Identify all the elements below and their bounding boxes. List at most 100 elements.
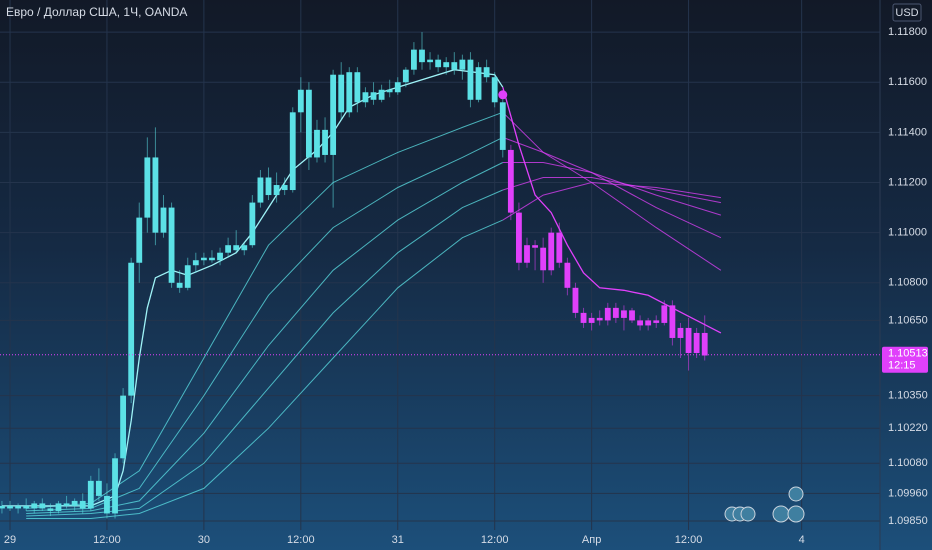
- candle-body: [653, 320, 660, 323]
- last-price-label: 1.10513: [888, 348, 928, 360]
- candle-body: [540, 247, 547, 271]
- candle-body: [314, 129, 320, 158]
- candle-body: [79, 500, 86, 509]
- candle-body: [200, 257, 207, 261]
- y-tick-label: 1.10350: [888, 390, 928, 402]
- candle-body: [677, 327, 684, 338]
- candle-body: [71, 500, 78, 506]
- y-tick-label: 1.10220: [888, 422, 928, 434]
- candle-body: [483, 67, 490, 78]
- candle-body: [104, 495, 110, 514]
- candle-body: [152, 157, 159, 233]
- candle-body: [233, 245, 240, 251]
- candle-body: [47, 508, 54, 511]
- currency-box[interactable]: [892, 3, 922, 22]
- candle-body: [394, 82, 401, 93]
- ribbon-line: [502, 162, 722, 216]
- ribbon-line: [26, 162, 504, 514]
- candle-body: [225, 245, 232, 253]
- y-tick-label: 1.09850: [888, 515, 928, 527]
- candle-body: [241, 245, 248, 251]
- candle-body: [459, 59, 466, 70]
- candle-body: [265, 177, 272, 196]
- candle-body: [629, 310, 635, 321]
- candle-body: [507, 149, 514, 213]
- candle-body: [23, 505, 30, 509]
- x-tick-label: Апр: [582, 534, 601, 546]
- icon[interactable]: [787, 505, 805, 523]
- candle-body: [160, 207, 167, 233]
- icon[interactable]: [772, 505, 790, 523]
- candle-body: [257, 177, 264, 203]
- candle-body: [693, 332, 700, 353]
- ribbon-line: [502, 177, 721, 204]
- candle-body: [209, 257, 215, 261]
- candle-body: [370, 92, 377, 100]
- candle-body: [31, 503, 38, 509]
- candle-body: [7, 505, 13, 509]
- y-tick-label: 1.11800: [888, 26, 927, 38]
- candle-body: [475, 67, 482, 100]
- candle-body: [289, 112, 296, 191]
- last-price-box: [882, 346, 928, 373]
- candle-body: [451, 62, 458, 70]
- ribbon-line: [502, 181, 721, 221]
- candle-body: [524, 245, 530, 263]
- ribbon-line: [26, 189, 503, 517]
- candle-body: [669, 305, 676, 338]
- candle-body: [192, 260, 199, 266]
- x-tick-label: 12:00: [481, 534, 509, 546]
- candle-body: [55, 503, 62, 511]
- x-tick-label: 12:00: [675, 534, 703, 546]
- moving-average: [1, 69, 504, 507]
- candle-body: [354, 72, 361, 103]
- icon[interactable]: [740, 506, 756, 522]
- candle-body: [661, 305, 668, 323]
- candle-body: [0, 505, 5, 509]
- text-layer: 1.11800 1.11600 1.11400 1.11200 1.11000 1.108…: [4, 26, 928, 546]
- candle-body: [346, 72, 353, 113]
- candle-body: [427, 59, 433, 63]
- candle-body: [443, 62, 450, 68]
- candle-body: [411, 49, 417, 70]
- candle-body: [621, 310, 627, 318]
- candle-body: [556, 232, 563, 263]
- x-tick-label: 30: [198, 534, 210, 546]
- candle-body: [120, 395, 127, 459]
- candle-body: [144, 157, 151, 218]
- ribbon-line: [26, 136, 504, 512]
- y-tick-label: 1.10650: [888, 314, 928, 326]
- y-tick-label: 1.11200: [888, 176, 927, 188]
- candle-body: [281, 185, 288, 191]
- candle-body: [588, 317, 595, 323]
- candle-body: [564, 262, 571, 288]
- candle-body: [95, 480, 102, 496]
- candle-body: [168, 207, 175, 283]
- candle-body: [87, 480, 94, 509]
- candle-body: [330, 74, 337, 155]
- candle-body: [516, 212, 522, 263]
- candle-body: [297, 89, 304, 113]
- candle-body: [596, 317, 603, 321]
- chart-title: Евро / Доллар США, 1Ч, OANDA: [6, 5, 187, 19]
- x-tick-label: 12:00: [287, 534, 315, 546]
- candle-body: [362, 92, 369, 103]
- candle-body: [419, 49, 425, 63]
- icon[interactable]: [788, 486, 804, 502]
- candle-body: [305, 89, 312, 158]
- currency[interactable]: USD: [895, 7, 918, 19]
- candle-body: [112, 458, 118, 514]
- candle-body: [15, 505, 22, 509]
- candle-body: [136, 217, 143, 263]
- candle-body: [467, 59, 474, 100]
- candle-body: [176, 282, 183, 288]
- candle-body: [612, 307, 619, 318]
- candle-body: [580, 312, 587, 323]
- x-tick-label: 4: [799, 534, 805, 546]
- candle-body: [217, 252, 223, 261]
- toolbar-icons: [724, 486, 805, 523]
- candle-body: [402, 69, 409, 83]
- candle-body: [386, 89, 393, 93]
- candle-body: [249, 202, 256, 246]
